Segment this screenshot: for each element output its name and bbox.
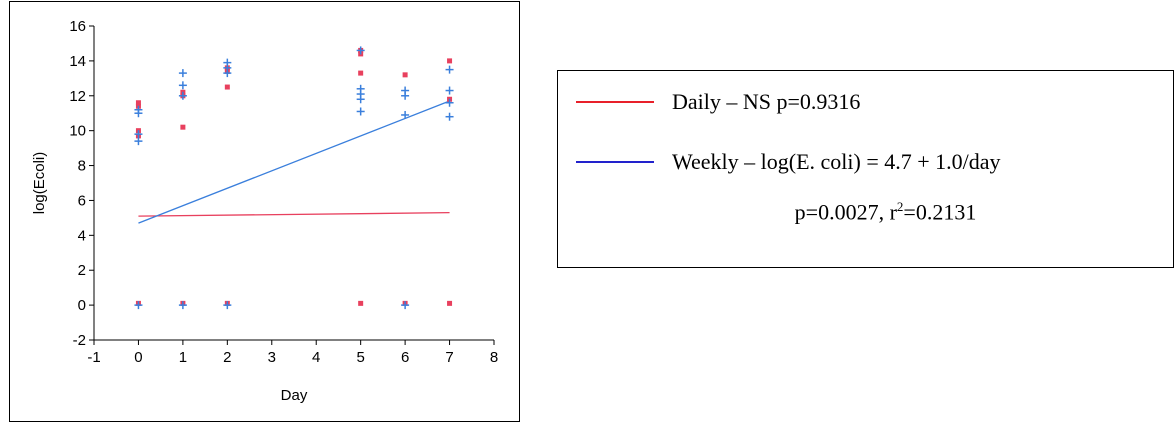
point-daily [358,70,364,76]
fit-line-daily [138,212,450,217]
legend-stats-prefix: p=0.0027, r [794,199,897,225]
point-weekly [356,95,365,104]
point-weekly [134,301,143,310]
point-weekly [223,301,232,310]
point-weekly [445,112,454,121]
legend-swatch-daily [576,101,654,103]
point-weekly [356,107,365,116]
point-weekly [178,69,187,78]
point-weekly [134,109,143,118]
point-weekly [134,130,143,139]
x-tick-label: 4 [312,349,320,366]
point-daily [180,124,186,130]
point-weekly [445,98,454,107]
point-daily [135,100,141,106]
legend-item-weekly: Weekly – log(E. coli) = 4.7 + 1.0/day [558,147,1001,177]
point-weekly [223,69,232,78]
y-tick-label: 10 [69,123,86,140]
y-tick-label: 14 [69,53,86,70]
y-tick-label: 4 [78,227,86,244]
point-weekly [134,137,143,146]
point-weekly [445,65,454,74]
legend-swatch-weekly [576,161,654,163]
x-axis-title: Day [281,387,308,404]
x-tick-label: -1 [87,349,100,366]
point-weekly [178,301,187,310]
point-weekly [178,91,187,100]
point-daily [358,300,364,306]
y-tick-label: -2 [73,332,86,349]
fit-line-weekly [138,100,450,224]
x-tick-label: 2 [223,349,231,366]
legend-label-daily: Daily – NS p=0.9316 [672,89,861,114]
x-tick-label: 5 [356,349,364,366]
x-tick-label: 1 [179,349,187,366]
point-daily [402,72,408,78]
point-weekly [445,86,454,95]
point-weekly [178,81,187,90]
legend-stats-sup: 2 [896,199,904,214]
legend-stats: p=0.0027, r2=0.2131 [558,199,1173,225]
x-tick-label: 6 [401,349,409,366]
chart-frame: -1 0 1 2 3 4 5 6 7 8 -2 0 2 4 6 8 10 12 14 16 Day log(Ecoli) [9,1,520,422]
point-daily [447,58,453,64]
point-weekly [356,46,365,55]
legend-item-daily: Daily – NS p=0.9316 [558,87,860,117]
x-tick-label: 7 [445,349,453,366]
point-weekly [401,110,410,119]
y-tick-label: 12 [69,88,86,105]
x-tick-label: 8 [490,349,498,366]
legend-stats-suffix: =0.2131 [903,199,977,225]
y-tick-label: 0 [78,297,86,314]
y-tick-label: 2 [78,262,86,279]
y-tick-label: 8 [78,158,86,175]
point-daily [224,84,230,90]
legend: Daily – NS p=0.9316 Weekly – log(E. coli… [557,70,1174,268]
y-axis-title: log(Ecoli) [31,152,48,215]
point-daily [447,300,453,306]
x-tick-label: 0 [134,349,142,366]
y-tick-label: 16 [69,18,86,35]
y-tick-label: 6 [78,192,86,209]
x-tick-label: 3 [268,349,276,366]
point-weekly [401,301,410,310]
point-weekly [401,91,410,100]
legend-label-weekly: Weekly – log(E. coli) = 4.7 + 1.0/day [672,149,1001,174]
